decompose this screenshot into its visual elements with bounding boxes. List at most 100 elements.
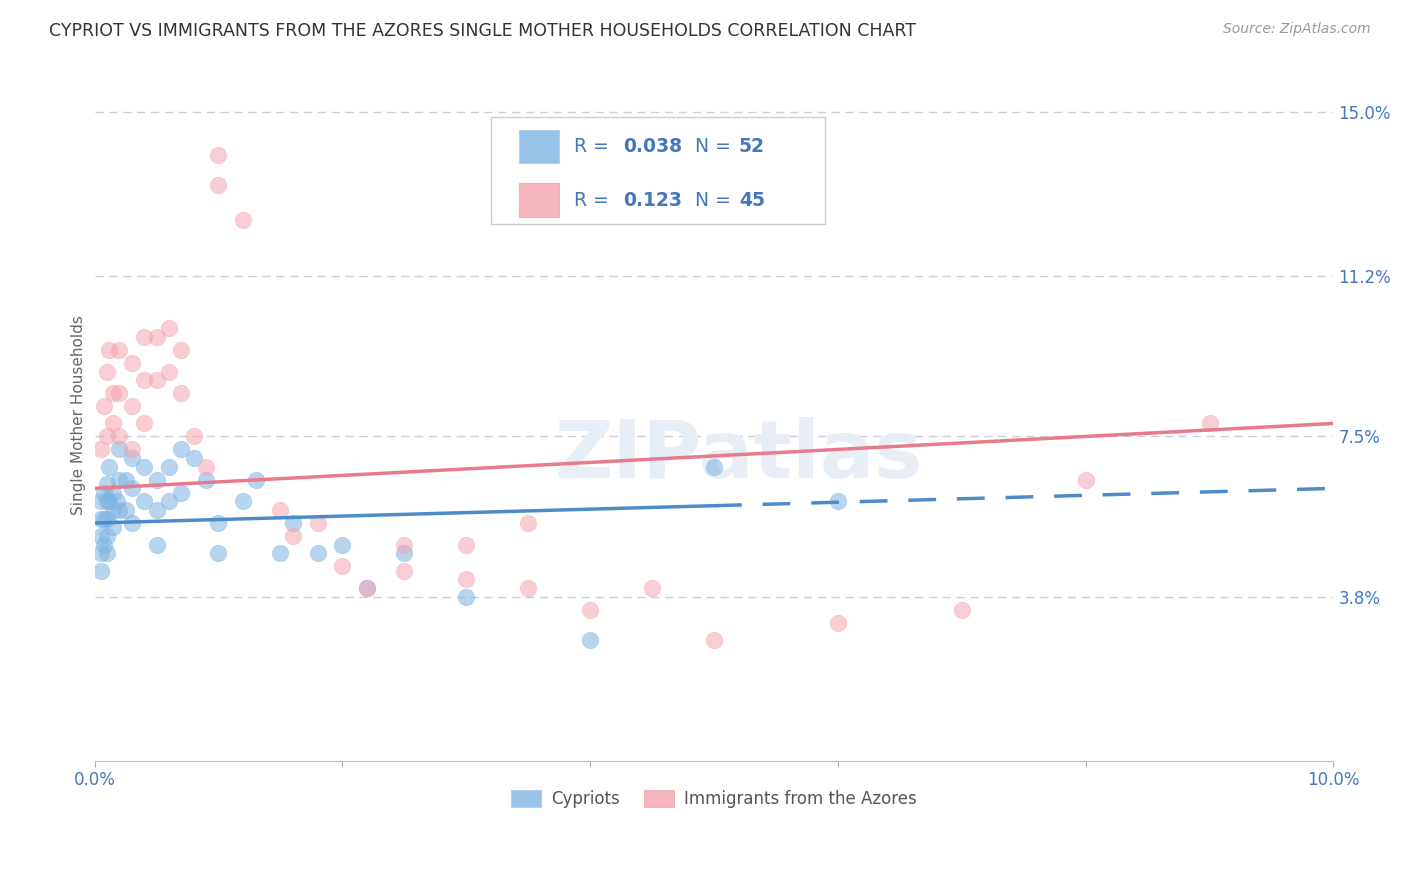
Point — [108, 386, 131, 401]
Point — [1198, 417, 1220, 431]
Point — [98, 343, 121, 357]
Point — [121, 451, 143, 466]
Point — [145, 330, 167, 344]
Point — [108, 343, 131, 357]
Text: N =: N = — [696, 137, 737, 156]
Text: 45: 45 — [738, 191, 765, 210]
Point — [93, 399, 115, 413]
Point — [170, 343, 193, 357]
Point — [827, 494, 849, 508]
Point — [101, 386, 124, 401]
Point — [827, 615, 849, 630]
Point — [703, 459, 725, 474]
Point — [517, 581, 540, 595]
Point — [170, 386, 193, 401]
Point — [269, 546, 291, 560]
Point — [195, 459, 218, 474]
Point — [96, 546, 118, 560]
Text: 0.038: 0.038 — [623, 137, 683, 156]
Point — [96, 511, 118, 525]
Point — [108, 442, 131, 457]
Point — [145, 373, 167, 387]
Text: R =: R = — [574, 191, 614, 210]
Point — [108, 429, 131, 443]
Point — [456, 538, 478, 552]
Point — [207, 516, 229, 530]
Point — [93, 538, 115, 552]
Point — [101, 485, 124, 500]
Bar — [519, 130, 560, 163]
Point — [183, 451, 205, 466]
FancyBboxPatch shape — [491, 117, 825, 225]
Point — [394, 564, 416, 578]
Point — [105, 494, 128, 508]
Point — [96, 529, 118, 543]
Point — [307, 516, 329, 530]
Point — [121, 516, 143, 530]
Point — [101, 503, 124, 517]
Bar — [519, 184, 560, 217]
Point — [456, 572, 478, 586]
Point — [456, 590, 478, 604]
Point — [207, 178, 229, 193]
Point — [307, 546, 329, 560]
Point — [96, 494, 118, 508]
Point — [145, 503, 167, 517]
Text: 52: 52 — [738, 137, 765, 156]
Legend: Cypriots, Immigrants from the Azores: Cypriots, Immigrants from the Azores — [505, 783, 924, 815]
Point — [269, 503, 291, 517]
Point — [90, 494, 112, 508]
Point — [330, 538, 353, 552]
Point — [121, 482, 143, 496]
Text: N =: N = — [696, 191, 737, 210]
Point — [157, 494, 180, 508]
Y-axis label: Single Mother Households: Single Mother Households — [72, 315, 86, 515]
Text: R =: R = — [574, 137, 614, 156]
Point — [703, 632, 725, 647]
Point — [356, 581, 378, 595]
Point — [330, 559, 353, 574]
Point — [641, 581, 664, 595]
Point — [232, 494, 254, 508]
Point — [93, 511, 115, 525]
Point — [281, 529, 304, 543]
Point — [281, 516, 304, 530]
Point — [93, 485, 115, 500]
Point — [134, 373, 156, 387]
Point — [170, 442, 193, 457]
Text: ZIPatlas: ZIPatlas — [554, 417, 922, 495]
Point — [96, 477, 118, 491]
Text: 0.123: 0.123 — [623, 191, 682, 210]
Point — [90, 511, 112, 525]
Point — [134, 494, 156, 508]
Point — [183, 429, 205, 443]
Point — [121, 442, 143, 457]
Point — [96, 364, 118, 378]
Point — [114, 503, 136, 517]
Point — [950, 602, 973, 616]
Point — [157, 364, 180, 378]
Point — [207, 546, 229, 560]
Point — [90, 529, 112, 543]
Point — [114, 473, 136, 487]
Point — [157, 321, 180, 335]
Point — [134, 459, 156, 474]
Point — [96, 429, 118, 443]
Point — [579, 602, 602, 616]
Point — [90, 546, 112, 560]
Point — [394, 538, 416, 552]
Point — [121, 356, 143, 370]
Point — [90, 442, 112, 457]
Point — [394, 546, 416, 560]
Point — [145, 538, 167, 552]
Text: Source: ZipAtlas.com: Source: ZipAtlas.com — [1223, 22, 1371, 37]
Point — [170, 485, 193, 500]
Point — [108, 473, 131, 487]
Point — [134, 330, 156, 344]
Point — [98, 459, 121, 474]
Point — [90, 564, 112, 578]
Point — [1074, 473, 1097, 487]
Point — [517, 516, 540, 530]
Point — [356, 581, 378, 595]
Point — [108, 503, 131, 517]
